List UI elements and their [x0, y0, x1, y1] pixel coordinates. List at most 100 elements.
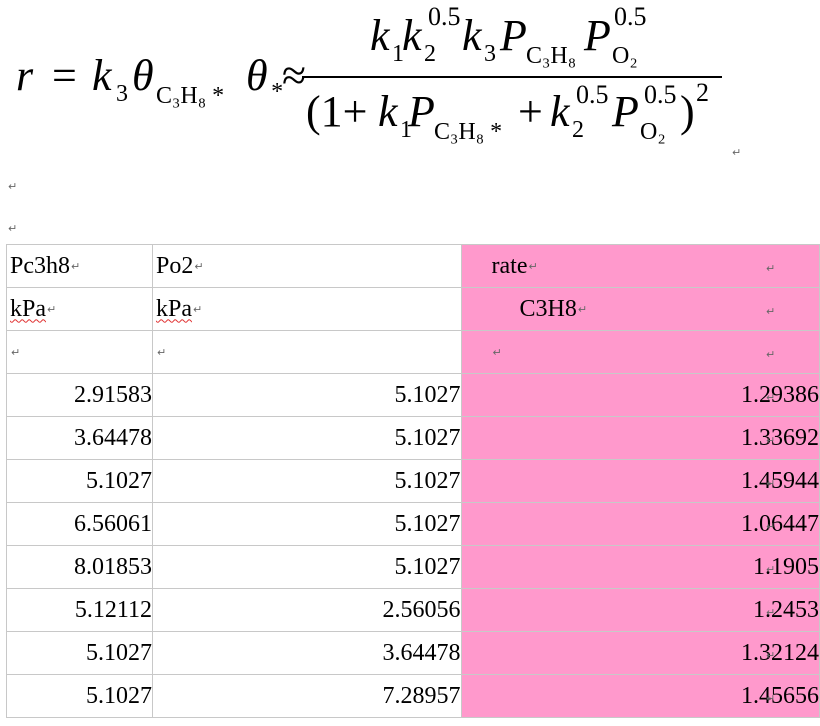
table-cell: C3H8↵ [460, 287, 820, 331]
table-cell: 1.45944 [460, 459, 820, 503]
table-cell: 3.64478 [6, 416, 153, 460]
data-table: Pc3h8↵ Po2↵ rate↵ kPa↵ kPa↵ C3H8↵ ↵ ↵ ↵ 2.91583 5.… [6, 244, 820, 718]
table-cell: 5.12112 [6, 588, 153, 632]
formula-k3-sub: 3 [116, 81, 128, 107]
end-of-row-mark: ↵ [766, 606, 776, 619]
table-cell: 5.1027 [151, 416, 462, 460]
end-of-row-mark: ↵ [766, 434, 776, 447]
header-row: ↵ ↵ ↵ [6, 330, 820, 374]
formula-den-P2: P [612, 87, 639, 136]
end-of-row-mark: ↵ [766, 520, 776, 533]
formula-theta1-sub: C₃H₈ * [156, 83, 225, 109]
formula-den-plus: + [518, 87, 543, 136]
table-cell: 8.01853 [6, 545, 153, 589]
table-cell: ↵ [460, 330, 820, 374]
table-cell: 5.1027 [151, 545, 462, 589]
table-cell: kPa↵ [6, 287, 153, 331]
formula-num-k2-sub: 2 [424, 41, 436, 67]
paragraph-mark: ↵ [47, 303, 57, 317]
cell-text: 1.2453 [753, 596, 819, 623]
cell-text: 5.1027 [85, 682, 152, 709]
formula-approx: ≈ [282, 51, 307, 100]
formula-den-exp2: 2 [696, 78, 709, 107]
table-row: 5.1027 7.28957 1.45656 [6, 674, 820, 718]
formula-r: r [16, 51, 34, 100]
table-row: 5.1027 3.64478 1.32124 [6, 631, 820, 675]
table-cell: kPa↵ [151, 287, 462, 331]
cell-text: kPa [155, 295, 192, 322]
formula-den-k2: k [550, 87, 570, 136]
paragraph-mark: ↵ [577, 303, 588, 317]
table-cell: 6.56061 [6, 502, 153, 546]
formula-den-close: ) [680, 87, 695, 136]
cell-text: 3.64478 [382, 639, 461, 666]
cell-text: 7.28957 [382, 682, 461, 709]
formula-num-k3: k [462, 11, 482, 60]
paragraph-mark: ↵ [732, 146, 742, 159]
formula-den-k2-sub: 2 [572, 117, 584, 143]
paragraph-mark: ↵ [194, 260, 204, 274]
formula-den-P2-sub: O₂ [640, 119, 666, 145]
cell-text: rate [491, 252, 528, 279]
paragraph-mark: ↵ [492, 346, 502, 360]
table-cell: 3.64478 [151, 631, 462, 675]
cell-text: C3H8 [519, 295, 577, 322]
table-cell: ↵ [6, 330, 153, 374]
formula-theta1: θ [132, 51, 154, 100]
cell-text: 1.45656 [741, 682, 819, 709]
formula-num-k1: k [370, 11, 390, 60]
table-cell: 1.1905 [460, 545, 820, 589]
cell-text: 5.12112 [74, 596, 152, 623]
table-cell: 5.1027 [151, 459, 462, 503]
table-cell: 1.29386 [460, 373, 820, 417]
table-row: 8.01853 5.1027 1.1905 [6, 545, 820, 589]
formula-num-k2-exp: 0.5 [428, 2, 461, 31]
cell-text: 8.01853 [73, 553, 152, 580]
table-row: 5.12112 2.56056 1.2453 [6, 588, 820, 632]
cell-text: 1.33692 [741, 424, 819, 451]
formula-num-k1-sub: 1 [392, 41, 404, 67]
formula-den-k2-exp: 0.5 [576, 80, 609, 109]
table-row: 5.1027 5.1027 1.45944 [6, 459, 820, 503]
table-cell: 5.1027 [6, 459, 153, 503]
formula-num-k3-sub: 3 [484, 41, 496, 67]
paragraph-mark: ↵ [156, 346, 167, 360]
table-cell: 5.1027 [151, 502, 462, 546]
cell-text: 1.1905 [753, 553, 819, 580]
end-of-row-mark: ↵ [766, 477, 776, 490]
cell-text: 5.1027 [394, 553, 461, 580]
cell-text: 5.1027 [394, 467, 461, 494]
table-row: 3.64478 5.1027 1.33692 [6, 416, 820, 460]
formula-den-P2-exp: 0.5 [644, 80, 677, 109]
cell-text: 1.45944 [741, 467, 819, 494]
table-cell: Pc3h8↵ [6, 244, 153, 288]
formula-num-k2: k [402, 11, 422, 60]
fraction-bar [302, 76, 722, 78]
formula-theta2-sub: * [270, 79, 282, 105]
formula-num-P2-sub: O₂ [612, 43, 638, 69]
cell-text: 5.1027 [85, 639, 152, 666]
end-of-row-mark: ↵ [766, 649, 776, 662]
table-cell: 7.28957 [151, 674, 462, 718]
table-cell: 1.33692 [460, 416, 820, 460]
cell-text: 5.1027 [85, 467, 152, 494]
table-cell: 1.32124 [460, 631, 820, 675]
header-row: Pc3h8↵ Po2↵ rate↵ [6, 244, 820, 288]
paragraph-mark: ↵ [8, 222, 18, 235]
formula-den-k1-sub: 1 [400, 117, 412, 143]
formula-den-open: (1+ [306, 87, 368, 136]
paragraph-mark: ↵ [11, 346, 21, 360]
end-of-row-mark: ↵ [766, 262, 776, 275]
table-cell: 5.1027 [151, 373, 462, 417]
table-cell: 5.1027 [6, 674, 153, 718]
formula-theta2: θ [246, 51, 268, 100]
cell-text: 1.29386 [741, 381, 819, 408]
formula-k3: k [92, 51, 112, 100]
table-row: 6.56061 5.1027 1.06447 [6, 502, 820, 546]
end-of-row-mark: ↵ [766, 391, 776, 404]
cell-text: 1.06447 [741, 510, 819, 537]
formula-equals: = [52, 51, 77, 100]
cell-text: 3.64478 [73, 424, 152, 451]
table-cell: 1.45656 [460, 674, 820, 718]
formula-num-P2: P [584, 11, 611, 60]
